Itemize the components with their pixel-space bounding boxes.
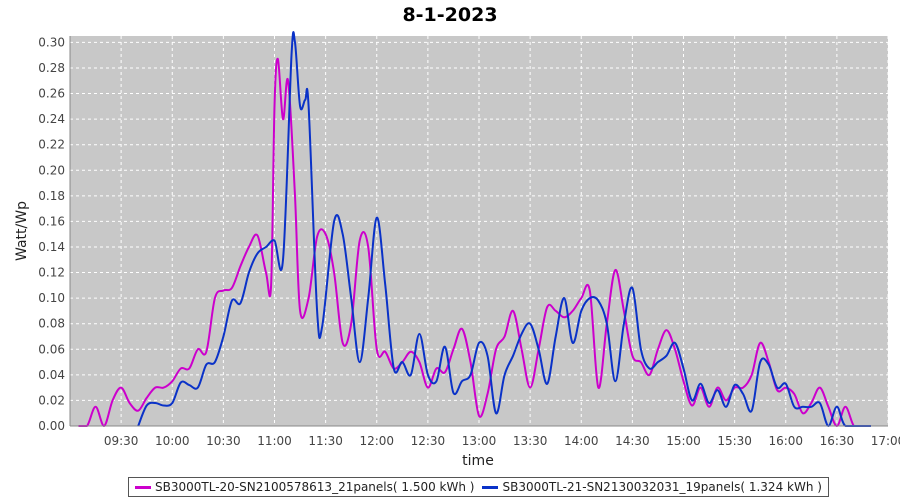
x-tick-label: 10:00 [155, 434, 190, 448]
x-tick-label: 12:30 [411, 434, 446, 448]
y-tick-label: 0.00 [38, 419, 65, 433]
legend-swatch-series-2 [482, 485, 499, 489]
y-tick-label: 0.12 [38, 266, 65, 280]
y-tick-label: 0.30 [38, 35, 65, 49]
x-tick-label: 16:00 [768, 434, 803, 448]
series-line-1 [78, 57, 863, 427]
y-axis-title: Watt/Wp [14, 201, 30, 261]
y-tick-label: 0.16 [38, 214, 65, 228]
legend-label-series-2: SB3000TL-21-SN2130032031_19panels( 1.324… [502, 480, 822, 494]
x-tick-label: 11:00 [257, 434, 292, 448]
y-tick-label: 0.10 [38, 291, 65, 305]
y-tick-label: 0.02 [38, 393, 65, 407]
x-tick-label: 14:30 [615, 434, 650, 448]
y-tick-label: 0.26 [38, 87, 65, 101]
x-tick-label: 10:30 [206, 434, 241, 448]
y-tick-label: 0.08 [38, 317, 65, 331]
y-tick-label: 0.28 [38, 61, 65, 75]
y-tick-label: 0.18 [38, 189, 65, 203]
x-tick-labels: 09:30 10:00 10:30 11:00 11:30 12:00 12:30 13:00… [104, 434, 900, 448]
y-tick-label: 0.06 [38, 342, 65, 356]
x-tick-label: 13:00 [462, 434, 497, 448]
legend-item-series-2: SB3000TL-21-SN2130032031_19panels( 1.324… [482, 480, 822, 494]
x-axis-title: time [462, 453, 494, 469]
x-tick-label: 13:30 [513, 434, 548, 448]
x-tick-label: 12:00 [359, 434, 394, 448]
y-tick-label: 0.24 [38, 112, 65, 126]
series-line-2 [137, 31, 871, 427]
y-tick-label: 0.20 [38, 163, 65, 177]
y-tick-labels: 0.00 0.02 0.04 0.06 0.08 0.10 0.12 0.14 0.16 0.18… [38, 35, 65, 433]
x-tick-label: 16:30 [820, 434, 855, 448]
x-tick-label: 15:30 [717, 434, 752, 448]
legend: SB3000TL-20-SN2100578613_21panels( 1.500… [128, 477, 829, 497]
x-tick-label: 17:00 [871, 434, 900, 448]
legend-label-series-1: SB3000TL-20-SN2100578613_21panels( 1.500… [155, 480, 475, 494]
series-layer [78, 31, 871, 427]
x-tick-label: 09:30 [104, 434, 139, 448]
legend-swatch-series-1 [135, 485, 151, 489]
legend-item-series-1: SB3000TL-20-SN2100578613_21panels( 1.500… [135, 480, 474, 494]
chart-title: 8-1-2023 [402, 4, 497, 26]
y-tick-label: 0.22 [38, 138, 65, 152]
y-tick-label: 0.04 [38, 368, 65, 382]
x-tick-label: 14:00 [564, 434, 599, 448]
x-gridlines [120, 36, 889, 426]
y-tick-label: 0.14 [38, 240, 65, 254]
x-tick-label: 15:00 [666, 434, 701, 448]
x-tick-label: 11:30 [308, 434, 343, 448]
